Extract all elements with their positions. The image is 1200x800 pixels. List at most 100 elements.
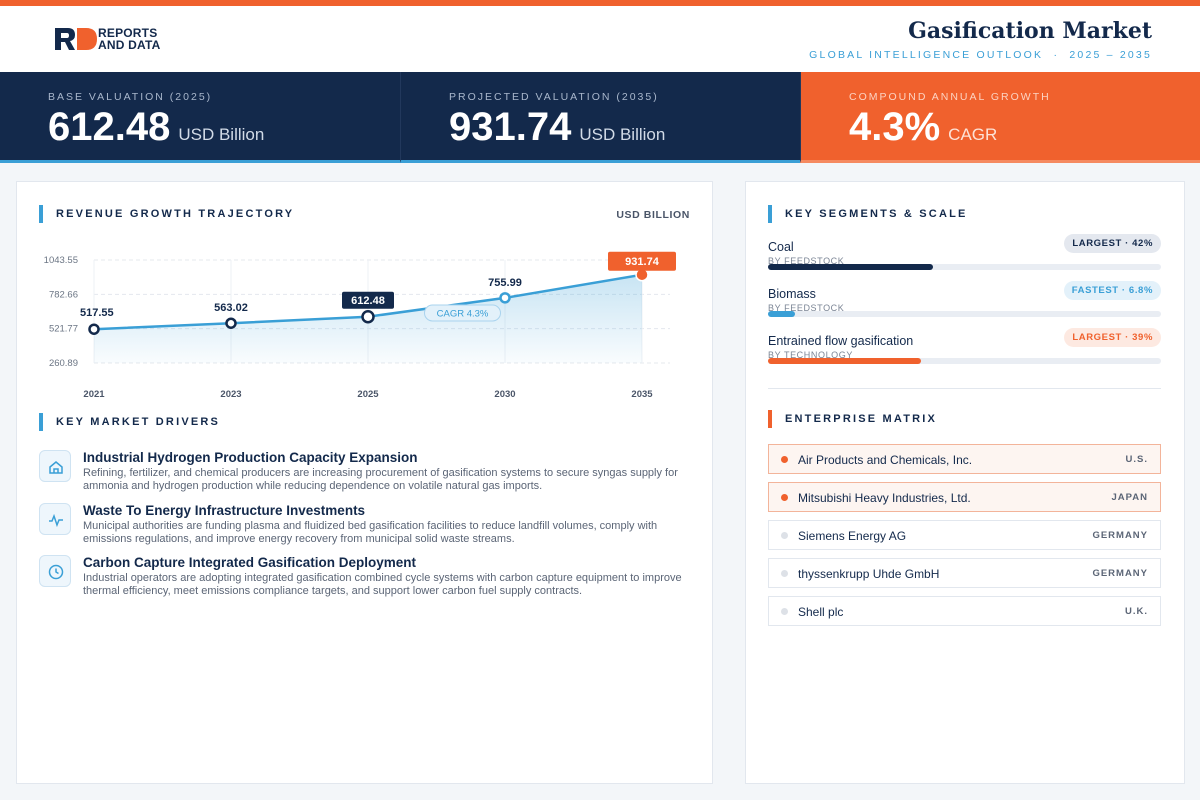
driver: Industrial Hydrogen Production Capacity … — [39, 450, 689, 500]
driver-text: Municipal authorities are funding plasma… — [83, 520, 658, 545]
driver-icon — [39, 450, 71, 482]
segment-bar — [768, 358, 922, 364]
segment-bar — [768, 311, 795, 317]
kpi-value-wrap: 612.48 USD Billion — [48, 105, 264, 150]
logo-text: REPORTS AND DATA — [98, 27, 160, 51]
point — [225, 317, 237, 329]
annotation: CAGR 4.3% — [437, 309, 489, 320]
company-name: thyssenkrupp Uhde GmbH — [798, 567, 940, 581]
kpi: PROJECTED VALUATION (2035) 931.74 USD Bil… — [400, 72, 800, 163]
point — [361, 309, 375, 324]
segment-track — [768, 358, 1161, 364]
y-tick-label: 782.66 — [49, 289, 78, 300]
driver-icon — [39, 503, 71, 535]
annotation-pill — [424, 304, 501, 322]
company-row: Air Products and Chemicals, Inc. U.S. — [768, 444, 1161, 474]
header — [0, 6, 1200, 72]
x-tick-label: 2021 — [83, 389, 105, 400]
section-title: ENTERPRISE MATRIX — [768, 410, 937, 428]
y-tick-label: 260.89 — [49, 358, 78, 369]
company-country: GERMANY — [1092, 568, 1148, 579]
kpi: BASE VALUATION (2025) 612.48 USD Billion — [0, 72, 400, 163]
kpi-value: 612.48 — [48, 105, 171, 149]
x-tick-label: 2030 — [494, 389, 515, 400]
section-title: KEY MARKET DRIVERS — [39, 413, 220, 431]
company-name: Mitsubishi Heavy Industries, Ltd. — [798, 491, 971, 505]
growth-chart: 260.89 521.77 782.66 1043.55 2021 2023 2025 203… — [44, 251, 676, 400]
company-row: Siemens Energy AG GERMANY — [768, 520, 1161, 550]
x-tick-label: 2025 — [357, 389, 379, 400]
value-label: 931.74 — [625, 256, 660, 268]
point — [499, 292, 511, 304]
company-country: JAPAN — [1111, 492, 1148, 503]
segment-sub: BY FEEDSTOCK — [768, 256, 845, 266]
company-row: Shell plc U.K. — [768, 596, 1161, 626]
top-accent — [0, 0, 1200, 6]
segment-name: Biomass — [768, 287, 816, 301]
driver: Waste To Energy Infrastructure Investmen… — [39, 503, 689, 553]
kpi-unit: USD Billion — [178, 125, 265, 144]
section-title: KEY SEGMENTS & SCALE — [768, 205, 968, 223]
logo-mark — [55, 28, 97, 50]
value-label: 755.99 — [488, 277, 522, 289]
segment-bar — [768, 264, 934, 270]
driver-text: Industrial operators are adopting integr… — [83, 572, 682, 597]
company-name: Siemens Energy AG — [798, 529, 907, 543]
segment-badge: LARGEST · 39% — [1064, 328, 1161, 347]
x-tick-label: 2023 — [220, 389, 241, 400]
driver: Carbon Capture Integrated Gasification D… — [39, 555, 689, 605]
company-country: GERMANY — [1092, 530, 1148, 541]
driver-icon — [39, 555, 71, 587]
segment-badge: FASTEST · 6.8% — [1063, 281, 1161, 300]
company-country: U.S. — [1125, 454, 1148, 465]
y-tick-label: 1043.55 — [44, 255, 78, 266]
company-name: Shell plc — [798, 605, 844, 619]
kpi-label: COMPOUND ANNUAL GROWTH — [849, 91, 1051, 103]
company-dot — [781, 570, 788, 577]
point — [88, 323, 100, 335]
value-label: 612.48 — [351, 295, 385, 307]
segment-sub: BY TECHNOLOGY — [768, 350, 853, 360]
company-row: Mitsubishi Heavy Industries, Ltd. JAPAN — [768, 482, 1161, 512]
value-label: 517.55 — [80, 307, 114, 319]
company-row: thyssenkrupp Uhde GmbH GERMANY — [768, 558, 1161, 588]
kpi-label: PROJECTED VALUATION (2035) — [449, 91, 659, 103]
title: Gasification Market — [908, 18, 1152, 44]
kpi-value: 931.74 — [449, 105, 572, 149]
kpi-unit: CAGR — [948, 125, 998, 144]
segment: Coal BY FEEDSTOCK LARGEST · 42% — [768, 234, 1161, 280]
y-tick-label: 521.77 — [49, 324, 78, 335]
kpi: COMPOUND ANNUAL GROWTH 4.3% CAGR — [800, 72, 1200, 163]
driver-title: Waste To Energy Infrastructure Investmen… — [83, 503, 366, 518]
driver-title: Carbon Capture Integrated Gasification D… — [83, 555, 417, 570]
logo-line: AND DATA — [98, 38, 161, 52]
segment: Biomass BY FEEDSTOCK FASTEST · 6.8% — [768, 281, 1161, 327]
kpi-value: 4.3% — [849, 105, 941, 149]
company-country: U.K. — [1125, 606, 1148, 617]
segment: Entrained flow gasification BY TECHNOLOGY… — [768, 328, 1161, 374]
company-dot — [781, 532, 788, 539]
value-label: 563.02 — [214, 302, 248, 314]
segment-track — [768, 311, 1161, 317]
value-badge — [608, 251, 676, 271]
segment-sub: BY FEEDSTOCK — [768, 303, 845, 313]
segment-track — [768, 264, 1161, 270]
divider — [768, 388, 1161, 389]
kpi-unit: USD Billion — [579, 125, 666, 144]
kpi-value-wrap: 931.74 USD Billion — [449, 105, 665, 150]
subtitle: GLOBAL INTELLIGENCE OUTLOOK · 2025 – 203… — [809, 49, 1152, 61]
company-name: Air Products and Chemicals, Inc. — [798, 453, 973, 467]
segment-badge: LARGEST · 42% — [1064, 234, 1161, 253]
segment-name: Coal — [768, 240, 794, 254]
kpi-value-wrap: 4.3% CAGR — [849, 105, 997, 150]
company-dot — [781, 456, 788, 463]
logo-line: REPORTS — [98, 26, 158, 40]
unit-label: USD BILLION — [616, 209, 690, 221]
kpi-label: BASE VALUATION (2025) — [48, 91, 213, 103]
segment-name: Entrained flow gasification — [768, 334, 914, 348]
driver-text: Refining, fertilizer, and chemical produ… — [83, 467, 678, 492]
company-dot — [781, 494, 788, 501]
x-tick-label: 2035 — [631, 389, 653, 400]
section-title: REVENUE GROWTH TRAJECTORY — [39, 205, 294, 223]
